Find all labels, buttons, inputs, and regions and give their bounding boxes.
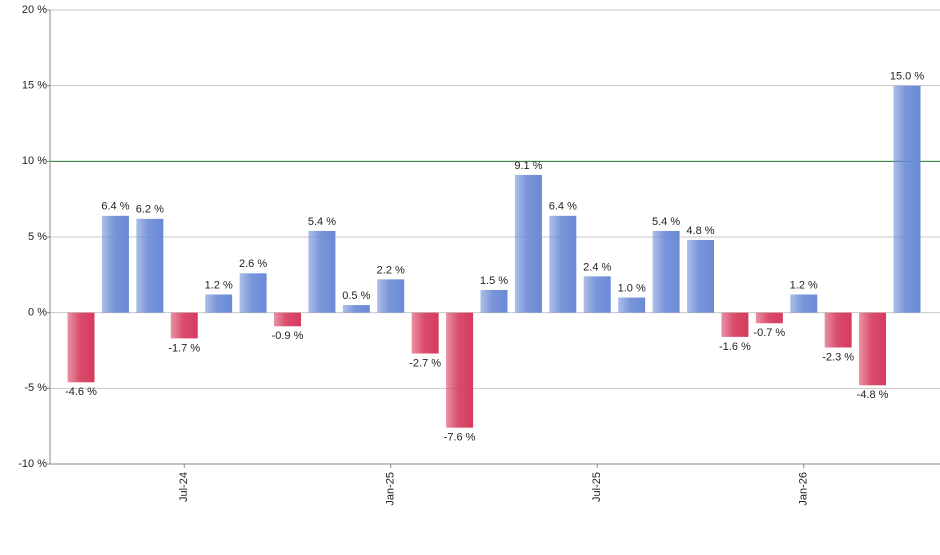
bar	[67, 312, 95, 383]
bar	[274, 312, 301, 327]
data-label: -0.7 %	[753, 327, 785, 339]
bar	[514, 174, 542, 313]
bar	[377, 279, 405, 313]
bar	[446, 312, 474, 428]
data-label: -0.9 %	[272, 330, 304, 342]
bar	[136, 218, 164, 313]
bar	[170, 312, 198, 339]
bar	[687, 240, 714, 313]
y-tick-label: 15 %	[22, 80, 47, 92]
data-label: 4.8 %	[686, 225, 714, 237]
bar	[411, 312, 439, 354]
data-label: 1.2 %	[205, 279, 233, 291]
bar	[859, 312, 887, 386]
data-label: 5.4 %	[652, 216, 680, 228]
data-label: 6.4 %	[101, 201, 129, 213]
bar	[824, 312, 852, 348]
data-label: 2.4 %	[583, 261, 611, 273]
x-tick-label: Jul-24	[178, 472, 190, 502]
bar	[755, 312, 783, 324]
data-label: 2.6 %	[239, 258, 267, 270]
bar	[549, 215, 577, 313]
bar	[583, 276, 611, 313]
data-label: 15.0 %	[890, 71, 924, 83]
data-label: -4.6 %	[65, 386, 97, 398]
bar	[618, 297, 646, 313]
y-tick-label: 0 %	[28, 307, 47, 319]
bar	[480, 289, 508, 313]
y-tick-label: 10 %	[22, 155, 47, 167]
bar	[893, 85, 921, 313]
bar	[721, 312, 749, 337]
data-label: 6.2 %	[136, 204, 164, 216]
data-label: 6.4 %	[549, 201, 577, 213]
x-tick-label: Jan-26	[798, 472, 810, 506]
data-label: -2.3 %	[822, 351, 854, 363]
y-tick-label: 20 %	[22, 4, 47, 16]
data-label: -4.8 %	[857, 389, 889, 401]
bar	[790, 294, 818, 313]
data-label: 9.1 %	[514, 160, 542, 172]
y-tick-label: -5 %	[24, 382, 47, 394]
data-label: -2.7 %	[409, 357, 441, 369]
data-label: -7.6 %	[444, 432, 476, 444]
bar	[239, 273, 267, 313]
x-tick-label: Jan-25	[385, 472, 397, 506]
bar	[205, 294, 233, 313]
y-tick-label: -10 %	[18, 458, 47, 470]
bar	[342, 305, 370, 313]
data-label: 1.5 %	[480, 275, 508, 287]
data-label: 0.5 %	[342, 290, 370, 302]
data-label: 1.2 %	[790, 279, 818, 291]
y-tick-label: 5 %	[28, 231, 47, 243]
data-label: -1.7 %	[168, 342, 200, 354]
data-label: 1.0 %	[618, 282, 646, 294]
data-label: -1.6 %	[719, 341, 751, 353]
bar	[308, 230, 336, 313]
bar	[652, 230, 680, 313]
bar	[101, 215, 129, 313]
x-tick-label: Jul-25	[591, 472, 603, 502]
data-label: 5.4 %	[308, 216, 336, 228]
data-label: 2.2 %	[377, 264, 405, 276]
